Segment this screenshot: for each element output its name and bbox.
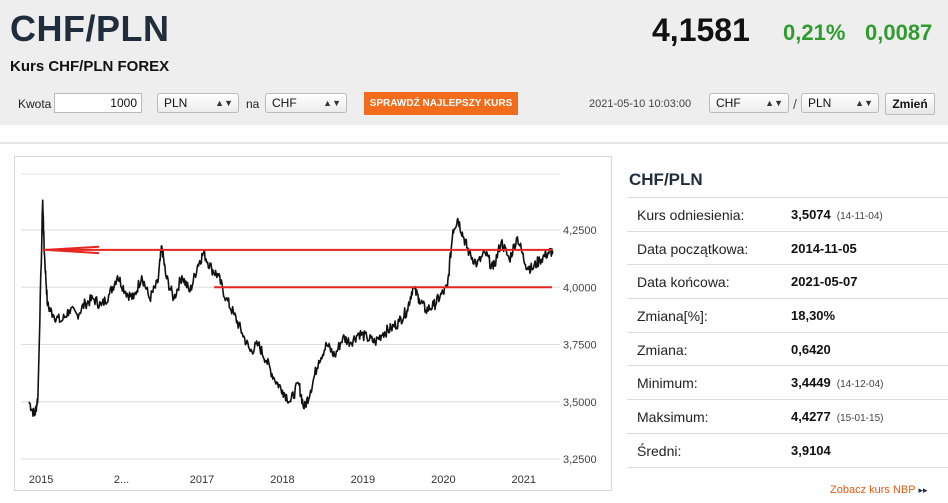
stats-value-text: 4,4277 xyxy=(791,409,831,425)
stats-label: Minimum: xyxy=(637,375,698,392)
y-tick-label: 3,5000 xyxy=(563,397,597,409)
price-chart: 4,2500 4,0000 3,7500 3,5000 3,2500 2015 2... 20… xyxy=(21,173,597,486)
current-rate: 4,1581 xyxy=(652,12,750,48)
chart-container: 4,2500 4,0000 3,7500 3,5000 3,2500 2015 2... 20… xyxy=(14,156,612,491)
arrow-head-line xyxy=(45,245,100,251)
stats-table: Kurs odniesienia: 3,5074 (14-11-04) Data po… xyxy=(627,197,948,468)
stats-label: Średni: xyxy=(637,442,682,459)
divider xyxy=(0,142,948,144)
stats-label: Zmiana: xyxy=(637,341,688,358)
stats-date: (15-01-15) xyxy=(836,413,884,425)
stats-value: 4,4277 (15-01-15) xyxy=(791,409,883,424)
double-arrow-icon: ▸▸ xyxy=(918,485,928,495)
y-tick-label: 4,0000 xyxy=(563,282,597,294)
stats-value-text: 2021-05-07 xyxy=(791,274,858,290)
change-absolute: 0,0087 xyxy=(865,20,933,45)
pair-from-select[interactable]: CHF ▲▼ xyxy=(709,93,789,113)
stats-label: Data końcowa: xyxy=(637,274,730,291)
stats-label: Kurs odniesienia: xyxy=(637,207,745,223)
select-arrows-icon: ▲▼ xyxy=(855,98,873,108)
page-subtitle: Kurs CHF/PLN FOREX xyxy=(10,58,170,75)
x-tick-label: 2021 xyxy=(512,474,536,486)
from-currency-select[interactable]: PLN ▲▼ xyxy=(157,93,239,113)
stats-value-text: 18,30% xyxy=(791,308,836,324)
stats-value-text: 0,6420 xyxy=(791,341,831,357)
x-tick-label: 2015 xyxy=(29,474,53,486)
amount-label: Kwota xyxy=(18,97,52,111)
stats-value-text: 3,5074 xyxy=(791,207,831,222)
x-tick-label: 2... xyxy=(114,474,129,486)
stats-value: 3,9104 xyxy=(791,443,837,458)
na-label: na xyxy=(246,97,260,111)
stats-label: Zmiana[%]: xyxy=(637,308,708,325)
stats-row: Maksimum: 4,4277 (15-01-15) xyxy=(627,400,948,434)
change-pair-button[interactable]: Zmień xyxy=(885,93,935,115)
nbp-link[interactable]: Zobacz kurs NBP ▸▸ xyxy=(830,484,928,496)
stats-date: (14-12-04) xyxy=(836,379,884,391)
stats-row: Minimum: 3,4449 (14-12-04) xyxy=(627,366,948,401)
stats-value-text: 2014-11-05 xyxy=(791,240,857,256)
y-tick-label: 3,7500 xyxy=(563,340,597,352)
stats-row: Data początkowa: 2014-11-05 xyxy=(627,232,948,266)
timestamp: 2021-05-10 10:03:00 xyxy=(589,98,692,110)
price-line xyxy=(28,199,554,418)
stats-value: 18,30% xyxy=(791,308,841,323)
nbp-link-label: Zobacz kurs NBP xyxy=(830,484,916,496)
select-arrows-icon: ▲▼ xyxy=(215,98,233,108)
pair-to-value: PLN xyxy=(808,96,832,110)
select-arrows-icon: ▲▼ xyxy=(765,98,783,108)
header-bar: CHF/PLN Kurs CHF/PLN FOREX 4,1581 0,21% … xyxy=(0,0,948,125)
stats-row: Data końcowa: 2021-05-07 xyxy=(627,265,948,300)
stats-row: Średni: 3,9104 xyxy=(627,434,948,468)
page-title: CHF/PLN xyxy=(10,8,170,49)
stats-value: 2014-11-05 xyxy=(791,241,863,256)
y-tick-label: 4,2500 xyxy=(563,225,597,237)
stats-date: (14-11-04) xyxy=(836,211,883,222)
stats-value: 0,6420 xyxy=(791,342,837,357)
to-currency-select[interactable]: CHF ▲▼ xyxy=(265,93,347,113)
pair-to-select[interactable]: PLN ▲▼ xyxy=(801,93,879,113)
arrow-head-line xyxy=(45,248,100,255)
change-percent: 0,21% xyxy=(783,20,846,45)
x-tick-label: 2018 xyxy=(270,474,294,486)
to-currency-value: CHF xyxy=(272,96,297,110)
amount-input[interactable] xyxy=(54,93,142,113)
stats-value-text: 3,4449 xyxy=(791,375,831,391)
stats-value: 3,5074 (14-11-04) xyxy=(791,207,883,222)
stats-value: 3,4449 (14-12-04) xyxy=(791,375,883,390)
stats-row: Zmiana: 0,6420 xyxy=(627,333,948,367)
stats-row: Kurs odniesienia: 3,5074 (14-11-04) xyxy=(627,198,948,232)
stats-panel-title: CHF/PLN xyxy=(629,170,703,189)
stats-value: 2021-05-07 xyxy=(791,274,864,289)
x-tick-label: 2020 xyxy=(431,474,455,486)
pair-separator: / xyxy=(793,96,797,112)
select-arrows-icon: ▲▼ xyxy=(323,98,341,108)
x-tick-label: 2019 xyxy=(351,474,375,486)
best-rate-button[interactable]: SPRAWDŹ NAJLEPSZY KURS xyxy=(364,92,518,115)
stats-label: Data początkowa: xyxy=(637,240,749,257)
pair-from-value: CHF xyxy=(716,96,741,110)
y-tick-label: 3,2500 xyxy=(563,454,597,466)
stats-value-text: 3,9104 xyxy=(791,442,831,458)
x-tick-label: 2017 xyxy=(190,474,214,486)
from-currency-value: PLN xyxy=(164,96,188,110)
stats-row: Zmiana[%]: 18,30% xyxy=(627,299,948,333)
stats-label: Maksimum: xyxy=(637,409,709,426)
